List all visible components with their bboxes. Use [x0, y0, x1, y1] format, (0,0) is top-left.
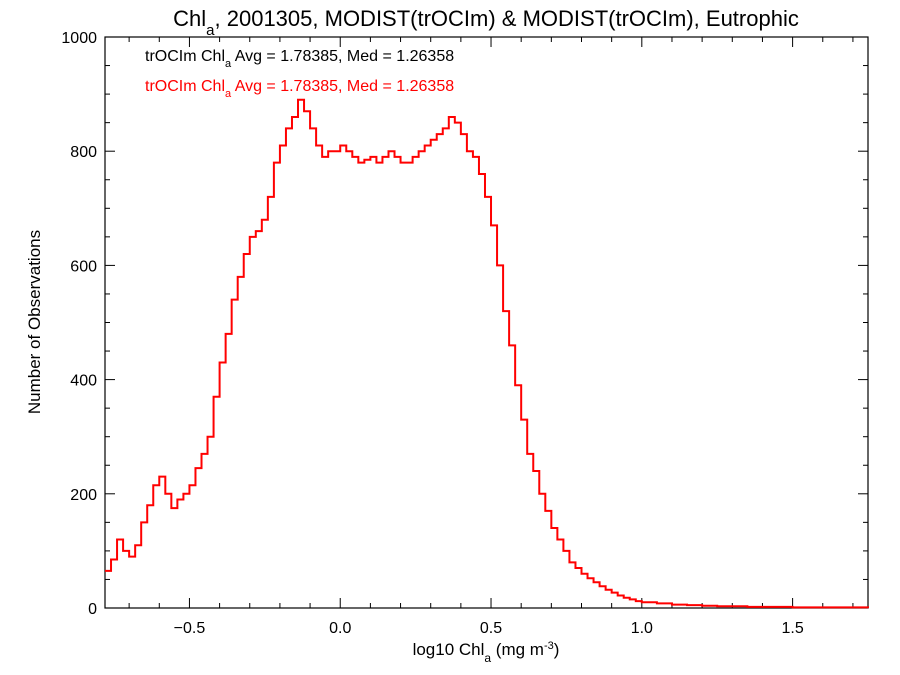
axis-ticks [105, 36, 868, 609]
y-tick-label: 0 [88, 601, 97, 618]
y-tick-label: 800 [70, 144, 97, 161]
y-axis-label: Number of Observations [25, 230, 44, 414]
axis-tick-labels: −0.5 0.0 0.5 1.0 1.5 0 200 400 600 800 1000 [61, 30, 803, 637]
x-tick-label: 0.0 [329, 620, 351, 637]
x-tick-label: 1.5 [781, 620, 803, 637]
y-tick-label: 1000 [61, 30, 97, 47]
x-tick-label: 1.0 [631, 620, 653, 637]
y-tick-label: 600 [70, 258, 97, 275]
histogram-series-0 [105, 98, 869, 609]
chart-title: Chla, 2001305, MODIST(trOCIm) & MODIST(t… [173, 6, 799, 39]
plot-frame [104, 36, 869, 609]
annotation-red: trOCIm Chla Avg = 1.78385, Med = 1.26358 [145, 78, 454, 100]
y-tick-label: 400 [70, 373, 97, 390]
x-tick-label: −0.5 [174, 620, 206, 637]
annotation-black: trOCIm Chla Avg = 1.78385, Med = 1.26358 [145, 48, 454, 70]
x-tick-label: 0.5 [480, 620, 502, 637]
series-layer [105, 98, 869, 609]
y-tick-label: 200 [70, 487, 97, 504]
x-axis-label: log10 Chla (mg m-3) [413, 640, 560, 665]
